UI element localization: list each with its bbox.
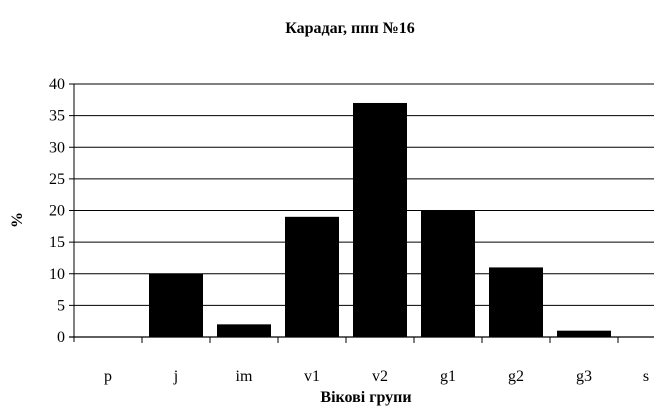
bars bbox=[149, 102, 611, 337]
x-tick-label: g1 bbox=[440, 368, 456, 385]
x-axis-label: Вікові групи bbox=[320, 389, 411, 406]
y-tick-label: 25 bbox=[49, 171, 65, 188]
y-tick-labels: 0 5 10 15 20 25 30 35 40 bbox=[49, 76, 65, 346]
y-tick-label: 30 bbox=[49, 139, 65, 156]
x-tick-label: v2 bbox=[372, 368, 388, 385]
y-tick-label: 15 bbox=[49, 234, 65, 251]
y-axis-label: % bbox=[9, 212, 26, 228]
bar bbox=[421, 210, 475, 337]
y-tick-label: 35 bbox=[49, 108, 65, 125]
chart-title: Карадаг, ппп №16 bbox=[285, 20, 415, 37]
axes bbox=[69, 84, 654, 343]
y-tick-label: 5 bbox=[57, 297, 65, 314]
x-tick-label: j bbox=[173, 368, 178, 385]
x-tick-labels: p j im v1 v2 g1 g2 g3 s bbox=[104, 368, 649, 385]
bar bbox=[489, 267, 543, 337]
x-tick-label: p bbox=[104, 368, 112, 385]
bar bbox=[353, 102, 407, 337]
bar bbox=[285, 216, 339, 337]
y-tick-label: 0 bbox=[57, 329, 65, 346]
x-tick-label: g3 bbox=[576, 368, 592, 385]
x-tick-label: s bbox=[643, 368, 649, 385]
bar bbox=[557, 330, 611, 337]
x-tick-label: im bbox=[236, 368, 253, 385]
y-tick-label: 40 bbox=[49, 76, 65, 93]
x-tick-label: g2 bbox=[508, 368, 524, 385]
bar bbox=[149, 273, 203, 337]
bar bbox=[217, 324, 271, 337]
y-tick-label: 10 bbox=[49, 266, 65, 283]
x-tick-label: v1 bbox=[304, 368, 320, 385]
y-tick-label: 20 bbox=[49, 203, 65, 220]
